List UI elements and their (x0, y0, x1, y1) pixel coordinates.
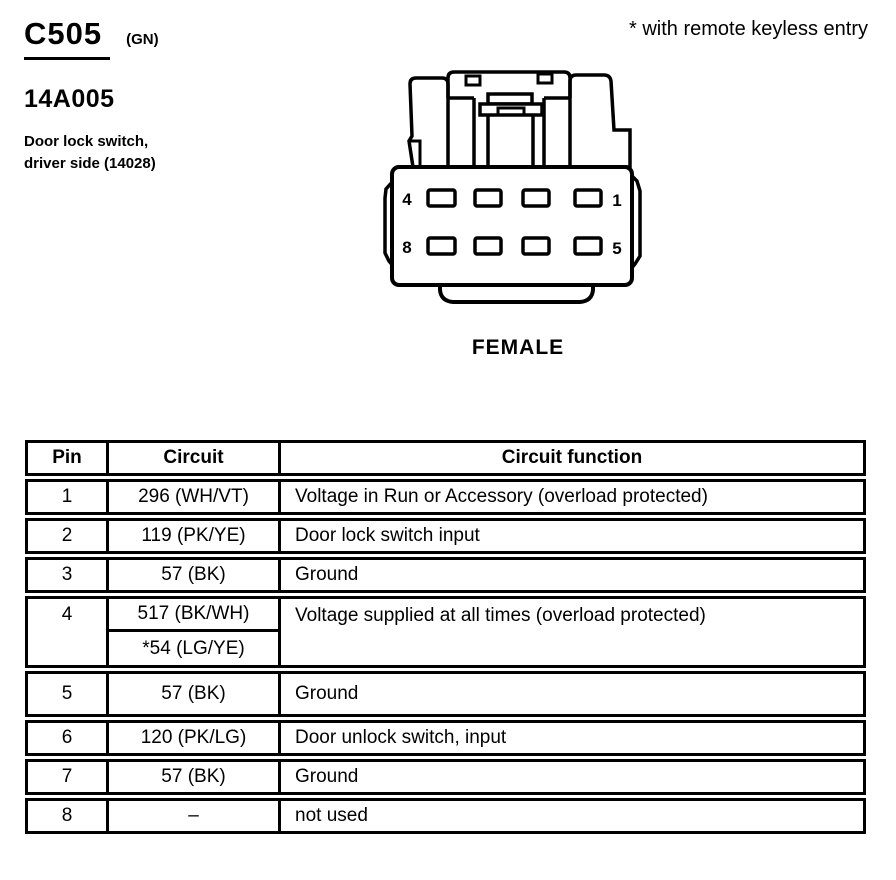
circuit-function-cell: Ground (295, 766, 359, 787)
circuit-value: – (188, 805, 199, 826)
part-number: 14A005 (24, 85, 115, 113)
table-header-row: Pin Circuit Circuit function (25, 440, 866, 476)
circuit-cell: 57 (BK) (109, 560, 281, 590)
pin-slot-4 (426, 188, 457, 208)
circuit-function-cell: Voltage supplied at all times (overload … (295, 605, 706, 626)
pin-cell: 2 (28, 521, 109, 551)
circuit-value: 517 (BK/WH) (109, 599, 278, 632)
connector-right-wing (568, 73, 632, 169)
table-row: 6 120 (PK/LG) Door unlock switch, input (25, 720, 866, 756)
pin-cell: 3 (28, 560, 109, 590)
table-row: 8 – not used (25, 798, 866, 834)
circuit-cell: 120 (PK/LG) (109, 723, 281, 753)
connector-latch-legs (472, 98, 546, 167)
connector-bar-notch-left (464, 74, 482, 87)
column-header-pin: Pin (28, 443, 109, 473)
pin-slot-1 (573, 188, 603, 208)
table-row: 7 57 (BK) Ground (25, 759, 866, 795)
connector-face-drawing: 4 1 8 5 (383, 70, 642, 304)
pin-cell: 4 (28, 599, 109, 665)
circuit-value: 57 (BK) (161, 564, 226, 585)
circuit-value: 120 (PK/LG) (140, 727, 247, 748)
connector-left-wing-step (409, 139, 422, 167)
connector-id-line: C505 (GN) (24, 16, 159, 60)
pin-number-bottom-right: 5 (612, 239, 621, 258)
circuit-function-cell: Ground (295, 564, 359, 585)
table-row: 5 57 (BK) Ground (25, 671, 866, 717)
table-row: 1 296 (WH/VT) Voltage in Run or Accessor… (25, 479, 866, 515)
pin-slot-2 (521, 188, 551, 208)
circuit-cell: 57 (BK) (109, 674, 281, 714)
connector-latch-bar (446, 70, 572, 98)
connector-bar-notch-right (536, 72, 554, 85)
circuit-value: 119 (PK/YE) (141, 525, 246, 546)
pin-number-bottom-left: 8 (402, 238, 411, 257)
circuit-cell: 119 (PK/YE) (109, 521, 281, 551)
connector-color-code: (GN) (126, 31, 159, 48)
circuit-function-cell: Voltage in Run or Accessory (overload pr… (295, 486, 708, 507)
circuit-value: 57 (BK) (161, 766, 226, 787)
table-row: 4 517 (BK/WH) *54 (LG/YE) Voltage supplie… (25, 596, 866, 668)
connector-diagram: 4 1 8 5 (378, 64, 658, 319)
pin-slot-7 (473, 236, 503, 256)
pin-number-top-right: 1 (612, 191, 621, 210)
pin-cell: 5 (28, 674, 109, 714)
circuit-cell: 296 (WH/VT) (109, 482, 281, 512)
connector-id: C505 (24, 16, 111, 60)
pin-cell: 8 (28, 801, 109, 831)
connector-description: Door lock switch, driver side (14028) (24, 131, 159, 175)
pin-cell: 7 (28, 762, 109, 792)
circuit-value: 57 (BK) (161, 683, 226, 704)
connector-latch-tab (496, 106, 526, 117)
circuit-function-cell: Door lock switch input (295, 525, 480, 546)
pin-number-top-left: 4 (402, 190, 412, 209)
circuit-function-cell: Door unlock switch, input (295, 727, 507, 748)
pin-cell: 6 (28, 723, 109, 753)
connector-gender-label: FEMALE (471, 336, 565, 359)
circuit-value: *54 (LG/YE) (142, 637, 245, 659)
connector-body (390, 165, 634, 287)
pinout-table: Pin Circuit Circuit function 1 296 (WH/V… (25, 440, 866, 834)
description-line-2: driver side (14028) (24, 155, 156, 172)
pin-slot-5 (573, 236, 603, 256)
connector-latch-stem (486, 115, 535, 167)
description-line-1: Door lock switch, (24, 133, 149, 150)
column-header-circuit: Circuit (109, 443, 281, 473)
column-header-circuit-function: Circuit function (501, 447, 643, 468)
circuit-function-cell: Ground (295, 683, 359, 704)
circuit-cell: 57 (BK) (109, 762, 281, 792)
pin-cell: 1 (28, 482, 109, 512)
circuit-cell: 517 (BK/WH) *54 (LG/YE) (109, 599, 281, 665)
circuit-value: 296 (WH/VT) (138, 486, 249, 507)
table-row: 2 119 (PK/YE) Door lock switch input (25, 518, 866, 554)
pin-slot-6 (521, 236, 551, 256)
pin-slot-8 (426, 236, 457, 256)
circuit-cell: – (109, 801, 281, 831)
connector-header: C505 (GN) 14A005 Door lock switch, drive… (24, 16, 159, 175)
pin-slot-3 (473, 188, 503, 208)
circuit-function-cell: not used (295, 805, 368, 826)
keyless-entry-footnote: * with remote keyless entry (629, 18, 868, 40)
connector-left-wing (407, 76, 450, 169)
table-row: 3 57 (BK) Ground (25, 557, 866, 593)
